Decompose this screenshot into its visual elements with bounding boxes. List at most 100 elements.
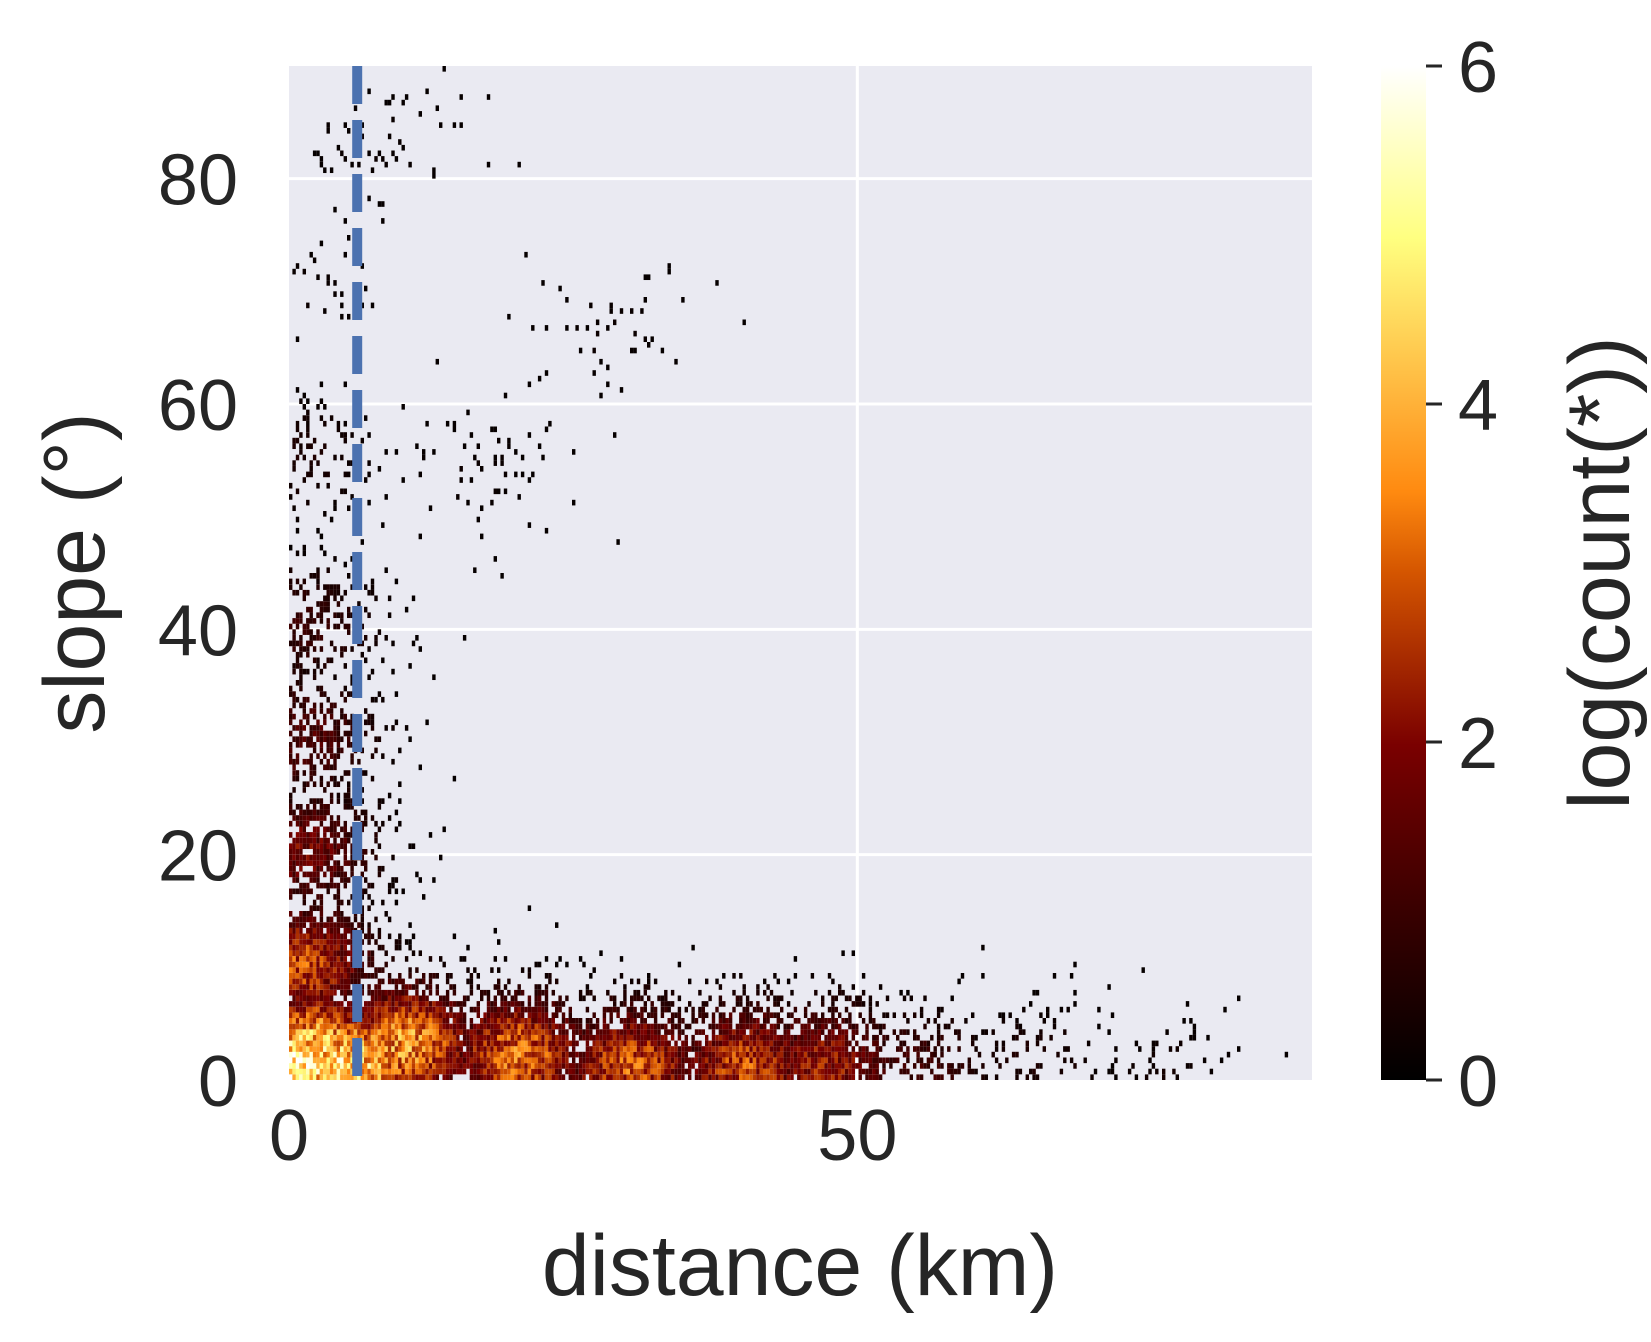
heatmap-cell [807,1018,811,1024]
heatmap-cell [347,989,351,996]
heatmap-cell [418,646,423,652]
heatmap-cell [316,894,320,900]
heatmap-cell [350,961,354,968]
heatmap-cell [739,1046,743,1052]
heatmap-cell [821,1051,825,1058]
heatmap-cell [653,1074,658,1080]
heatmap-cell [745,1040,750,1047]
heatmap-cell [503,1068,508,1075]
heatmap-cell [394,1074,399,1080]
heatmap-cell [295,939,300,945]
heatmap-cell [490,1023,494,1030]
heatmap-cell [541,1029,545,1035]
heatmap-cell [292,668,296,675]
heatmap-cell [858,1001,862,1007]
heatmap-cell [350,742,354,748]
heatmap-cell [537,1029,542,1035]
heatmap-cell [520,1040,525,1047]
heatmap-cell [289,927,293,934]
heatmap-cell [292,939,296,945]
heatmap-cell [848,1023,852,1030]
heatmap-cell [831,1029,835,1035]
heatmap-cell [316,826,320,833]
heatmap-cell [821,1029,825,1035]
heatmap-cell [292,877,296,883]
heatmap-cell [360,1040,365,1047]
heatmap-cell [364,415,368,421]
heatmap-cell [292,1057,296,1064]
heatmap-cell [561,1063,566,1069]
heatmap-cell [336,798,341,804]
heatmap-cell [319,601,324,607]
heatmap-cell [722,1023,726,1030]
heatmap-cell [602,1018,607,1024]
heatmap-cell [422,1040,426,1047]
heatmap-cell [295,680,300,686]
heatmap-cell [572,1023,576,1030]
heatmap-cell [1110,1012,1115,1019]
heatmap-cell [309,1046,313,1052]
heatmap-cell [326,916,330,923]
heatmap-cell [534,1051,538,1058]
heatmap-cell [800,1023,804,1030]
heatmap-cell [312,1063,317,1069]
heatmap-cell [370,956,375,962]
heatmap-cell [333,775,337,782]
heatmap-cell [445,1040,450,1047]
heatmap-cell [367,927,371,934]
heatmap-cell [916,1034,920,1041]
heatmap-cell [565,1057,569,1064]
heatmap-cell [401,477,405,483]
heatmap-cell [316,1051,320,1058]
heatmap-cell [507,1012,511,1019]
heatmap-cell [312,573,317,579]
heatmap-cell [350,798,354,804]
heatmap-cell [906,1051,910,1058]
heatmap-cell [541,1051,545,1058]
heatmap-cell [861,989,866,996]
heatmap-cell [674,358,678,365]
heatmap-cell [340,984,344,990]
heatmap-cell [858,1068,862,1075]
heatmap-cell [817,1023,822,1030]
heatmap-cell [364,1051,368,1058]
heatmap-cell [855,1063,859,1069]
heatmap-cell [336,1046,341,1052]
heatmap-cell [333,730,337,737]
heatmap-cell [977,1051,982,1058]
heatmap-cell [503,1023,508,1030]
heatmap-cell [411,843,416,850]
heatmap-cell [343,1051,348,1058]
heatmap-cell [657,995,661,1002]
heatmap-cell [292,809,296,816]
heatmap-cell [360,911,365,917]
heatmap-cell [323,989,327,996]
heatmap-cell [323,950,327,957]
heatmap-cell [971,1068,975,1075]
heatmap-cell [326,865,330,872]
heatmap-cell [780,1057,784,1064]
heatmap-cell [401,1012,405,1019]
heatmap-cell [800,1057,804,1064]
heatmap-cell [916,1074,920,1080]
heatmap-cell [302,967,307,973]
heatmap-cell [551,1018,556,1024]
heatmap-cell [367,933,371,940]
heatmap-cell [343,854,348,861]
heatmap-cell [698,1006,702,1013]
heatmap-cell [347,837,351,844]
heatmap-cell [292,758,296,765]
heatmap-cell [329,933,334,940]
heatmap-cell [913,1046,917,1052]
heatmap-cell [783,1051,787,1058]
heatmap-cell [759,1034,764,1041]
heatmap-cell [1008,1012,1012,1019]
heatmap-cell [323,967,327,973]
heatmap-cell [347,573,351,579]
heatmap-cell [950,1074,954,1080]
heatmap-cell [343,956,348,962]
heatmap-cell [398,939,402,945]
heatmap-cell [848,1057,852,1064]
heatmap-cell [749,1029,753,1035]
heatmap-cell [466,995,470,1002]
